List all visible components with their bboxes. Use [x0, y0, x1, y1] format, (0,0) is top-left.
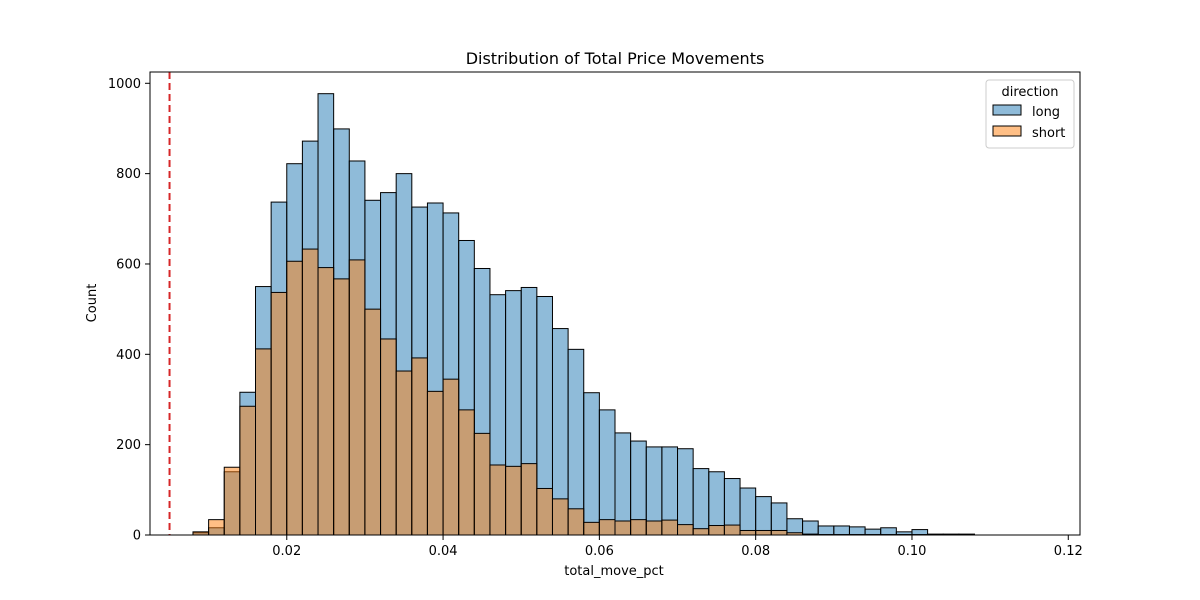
- legend-label-short: short: [1032, 126, 1065, 141]
- bar-long-31: [677, 448, 694, 536]
- bar-long-25: [583, 392, 600, 536]
- bar-long-36: [755, 496, 772, 536]
- bar-long-32: [692, 468, 710, 536]
- y-tick-label: 200: [116, 438, 141, 453]
- bar-short-13: [395, 370, 413, 536]
- y-tick-label: 0: [133, 529, 141, 544]
- bar-long-26: [598, 409, 616, 536]
- x-tick-label: 0.06: [585, 544, 614, 559]
- bar-long-44: [880, 527, 897, 536]
- bar-short-11: [364, 308, 382, 536]
- x-tick-label: 0.12: [1054, 544, 1083, 559]
- x-tick-label: 0.04: [429, 544, 458, 559]
- bar-long-42: [848, 526, 866, 536]
- bar-short-22: [536, 487, 553, 536]
- bar-short-23: [551, 498, 569, 536]
- y-tick-label: 400: [116, 348, 141, 363]
- bar-short-12: [380, 338, 397, 536]
- legend-swatch-short: [992, 125, 1022, 137]
- bar-short-35: [739, 529, 757, 536]
- bar-short-37: [770, 529, 788, 536]
- plot-area: 0.02 0.04 0.06 0.08 0.10 0.12 0 200 400 600 800 100…: [108, 71, 1083, 559]
- bar-short-2: [223, 466, 241, 536]
- bar-short-20: [505, 465, 522, 536]
- bar-short-10: [348, 259, 366, 536]
- x-tick-label: 0.08: [741, 544, 770, 559]
- bar-short-30: [661, 519, 679, 536]
- plot-frame: [149, 71, 1081, 536]
- bar-short-18: [473, 432, 491, 536]
- bar-short-24: [567, 508, 585, 536]
- x-tick-label: 0.02: [272, 544, 301, 559]
- legend-swatch-long: [992, 104, 1022, 116]
- bar-short-3: [239, 405, 257, 536]
- bar-short-9: [333, 278, 350, 536]
- bar-short-25: [583, 521, 600, 536]
- bar-short-19: [489, 464, 507, 536]
- x-tick-label: 0.10: [897, 544, 926, 559]
- bar-long-41: [833, 525, 850, 536]
- bar-long-24: [567, 348, 585, 536]
- chart-title: Distribution of Total Price Movements: [466, 49, 765, 68]
- bar-short-8: [317, 267, 335, 536]
- bar-long-40: [817, 525, 835, 536]
- legend: direction long short: [985, 79, 1075, 149]
- bar-short-17: [458, 409, 475, 536]
- bar-short-36: [755, 529, 772, 536]
- y-tick-label: 1000: [108, 77, 141, 92]
- bar-short-5: [270, 291, 288, 536]
- bar-long-35: [739, 487, 757, 536]
- bar-long-39: [802, 520, 819, 536]
- bar-short-16: [442, 378, 460, 536]
- bar-short-4: [255, 348, 272, 536]
- y-axis-label: Count: [85, 284, 100, 323]
- y-tick-label: 600: [116, 257, 141, 272]
- bar-short-32: [692, 528, 710, 536]
- legend-label-long: long: [1032, 105, 1060, 120]
- bar-short-29: [645, 520, 663, 536]
- bar-long-27: [614, 432, 632, 536]
- bar-short-31: [677, 524, 694, 536]
- bar-short-21: [520, 463, 538, 536]
- bar-short-15: [426, 390, 444, 536]
- bar-short-14: [411, 357, 428, 536]
- bar-short-34: [723, 524, 741, 536]
- bar-short-6: [286, 260, 303, 536]
- bar-short-27: [614, 520, 632, 536]
- bar-short-7: [301, 248, 319, 536]
- legend-title: direction: [1002, 85, 1059, 100]
- bar-short-33: [708, 525, 725, 536]
- bar-short-1: [208, 519, 225, 536]
- bar-short-28: [630, 519, 647, 536]
- x-axis-label: total_move_pct: [564, 564, 664, 579]
- y-tick-label: 800: [116, 167, 141, 182]
- bar-short-26: [598, 519, 616, 536]
